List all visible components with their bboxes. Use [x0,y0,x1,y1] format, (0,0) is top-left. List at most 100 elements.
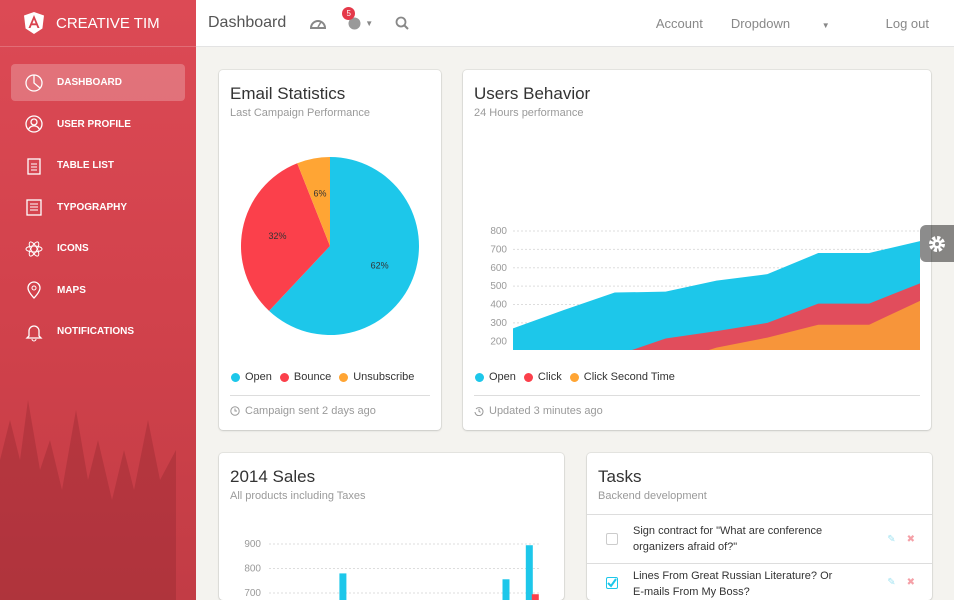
sidebar-item-user-profile[interactable]: USER PROFILE [11,106,185,143]
card-footer: Updated 3 minutes ago [474,395,920,417]
legend-label: Click Second Time [583,371,675,383]
edit-icon[interactable]: ✎ [887,577,896,588]
bar [339,573,347,600]
sidebar-item-table-list[interactable]: TABLE LIST [11,147,185,184]
email-pie-chart: 62% 32% 6% [240,157,419,335]
gauge-icon [310,20,327,29]
logout-link[interactable]: Log out [885,15,929,31]
legend-dot [279,372,289,382]
y-tick-label: 800 [244,564,261,575]
card-subtitle: Last Campaign Performance [230,107,371,119]
tasks-card: Tasks Backend development Sign contract … [587,453,932,600]
card-subtitle: Backend development [598,490,707,502]
task-checkbox[interactable] [606,533,618,545]
pie-slice-label: 62% [371,261,389,271]
angular-logo-icon [24,12,44,34]
news-paper-icon [24,197,44,217]
y-tick-label: 700 [490,244,507,255]
brand-name: CREATIVE TIM [56,14,160,32]
settings-toggle[interactable] [920,225,954,262]
bar [525,545,533,600]
caret-down-icon: ▼ [365,18,374,28]
sidebar-item-typography[interactable]: TYPOGRAPHY [11,189,185,226]
card-title: 2014 Sales [230,467,316,486]
task-text: Sign contract for "What are conference o… [633,525,823,553]
edit-icon[interactable]: ✎ [887,533,896,545]
dashboard-gauge-button[interactable] [310,17,327,29]
legend-dot [231,372,240,382]
notifications-dropdown[interactable]: 5 ▼ [342,6,374,30]
card-title: Tasks [598,467,642,486]
sidebar-item-label: TABLE LIST [57,160,115,171]
y-tick-label: 500 [490,281,507,292]
users-behavior-card: Users Behavior 24 Hours performance 0100… [463,70,931,430]
card-subtitle: All products including Taxes [230,490,366,502]
legend-item: Open [475,371,516,383]
bar [502,579,510,600]
bell-icon [24,322,44,342]
atom-icon [24,239,44,259]
y-tick-label: 300 [490,318,507,329]
card-subtitle: 24 Hours performance [474,107,584,119]
email-statistics-card: Email Statistics Last Campaign Performan… [219,70,441,430]
search-icon [395,16,409,30]
brand-logo[interactable]: CREATIVE TIM [0,0,196,47]
remove-icon[interactable]: ✖ [906,577,915,588]
legend-item: Open [231,371,272,383]
clock-icon [230,406,240,416]
task-text: Lines From Great Russian Literature? Or … [633,570,833,598]
account-link[interactable]: Account [655,15,703,31]
sales-bar-chart: 600700800900 [244,539,539,600]
sidebar-item-maps[interactable]: MAPS [11,272,185,309]
check-icon [607,578,617,588]
page-title[interactable]: Dashboard [208,14,287,31]
user-icon [24,114,44,134]
dropdown-menu[interactable]: Dropdown ▼ [731,16,858,31]
sidebar-item-icons[interactable]: ICONS [11,230,185,267]
card-footer: Campaign sent 2 days ago [230,395,430,417]
legend-label: Open [245,371,272,383]
top-navbar: Dashboard 5 ▼ Account Dropdown ▼ Log out [196,0,954,47]
legend-item: Unsubscribe [339,371,414,383]
y-tick-label: 200 [490,336,507,347]
y-tick-label: 400 [490,300,507,311]
sidebar-item-dashboard[interactable]: DASHBOARD [11,64,185,101]
legend-dot [339,372,349,382]
history-icon [474,407,484,416]
task-item: Lines From Great Russian Literature? Or … [587,563,932,600]
search-button[interactable] [395,16,409,30]
pie-chart-icon [24,73,44,93]
pie-slice [269,157,419,335]
pie-legend: Open Bounce Unsubscribe [231,371,422,383]
sidebar-item-label: ICONS [57,243,89,254]
task-item: Sign contract for "What are conference o… [587,514,932,563]
card-title: Email Statistics [230,84,346,103]
caret-down-icon: ▼ [821,20,830,30]
legend-dot [523,372,533,382]
footer-text: Campaign sent 2 days ago [245,405,376,417]
forest-background [0,400,176,600]
remove-icon[interactable]: ✖ [906,533,915,545]
y-tick-label: 600 [490,263,507,274]
sidebar-item-label: TYPOGRAPHY [57,201,128,213]
sidebar-item-label: DASHBOARD [57,77,122,88]
notification-badge: 5 [342,6,356,20]
area-legend: Open Click Click Second Time [475,371,683,383]
sidebar-item-notifications[interactable]: NOTIFICATIONS [11,313,185,350]
task-checkbox[interactable] [606,577,618,589]
footer-text: Updated 3 minutes ago [489,405,603,417]
map-pin-icon [24,280,44,300]
pie-slice [297,157,330,246]
card-title: Users Behavior [474,84,591,103]
legend-label: Unsubscribe [353,371,415,383]
legend-dot [475,372,484,382]
legend-label: Open [489,371,516,383]
globe-icon [348,17,361,29]
y-tick-label: 700 [244,588,261,599]
gear-icon [929,235,945,252]
y-tick-label: 900 [244,539,261,550]
legend-item: Click [523,371,562,383]
dropdown-label: Dropdown [730,15,791,31]
sales-card: 2014 Sales All products including Taxes … [219,453,564,600]
pie-slice [240,163,330,311]
